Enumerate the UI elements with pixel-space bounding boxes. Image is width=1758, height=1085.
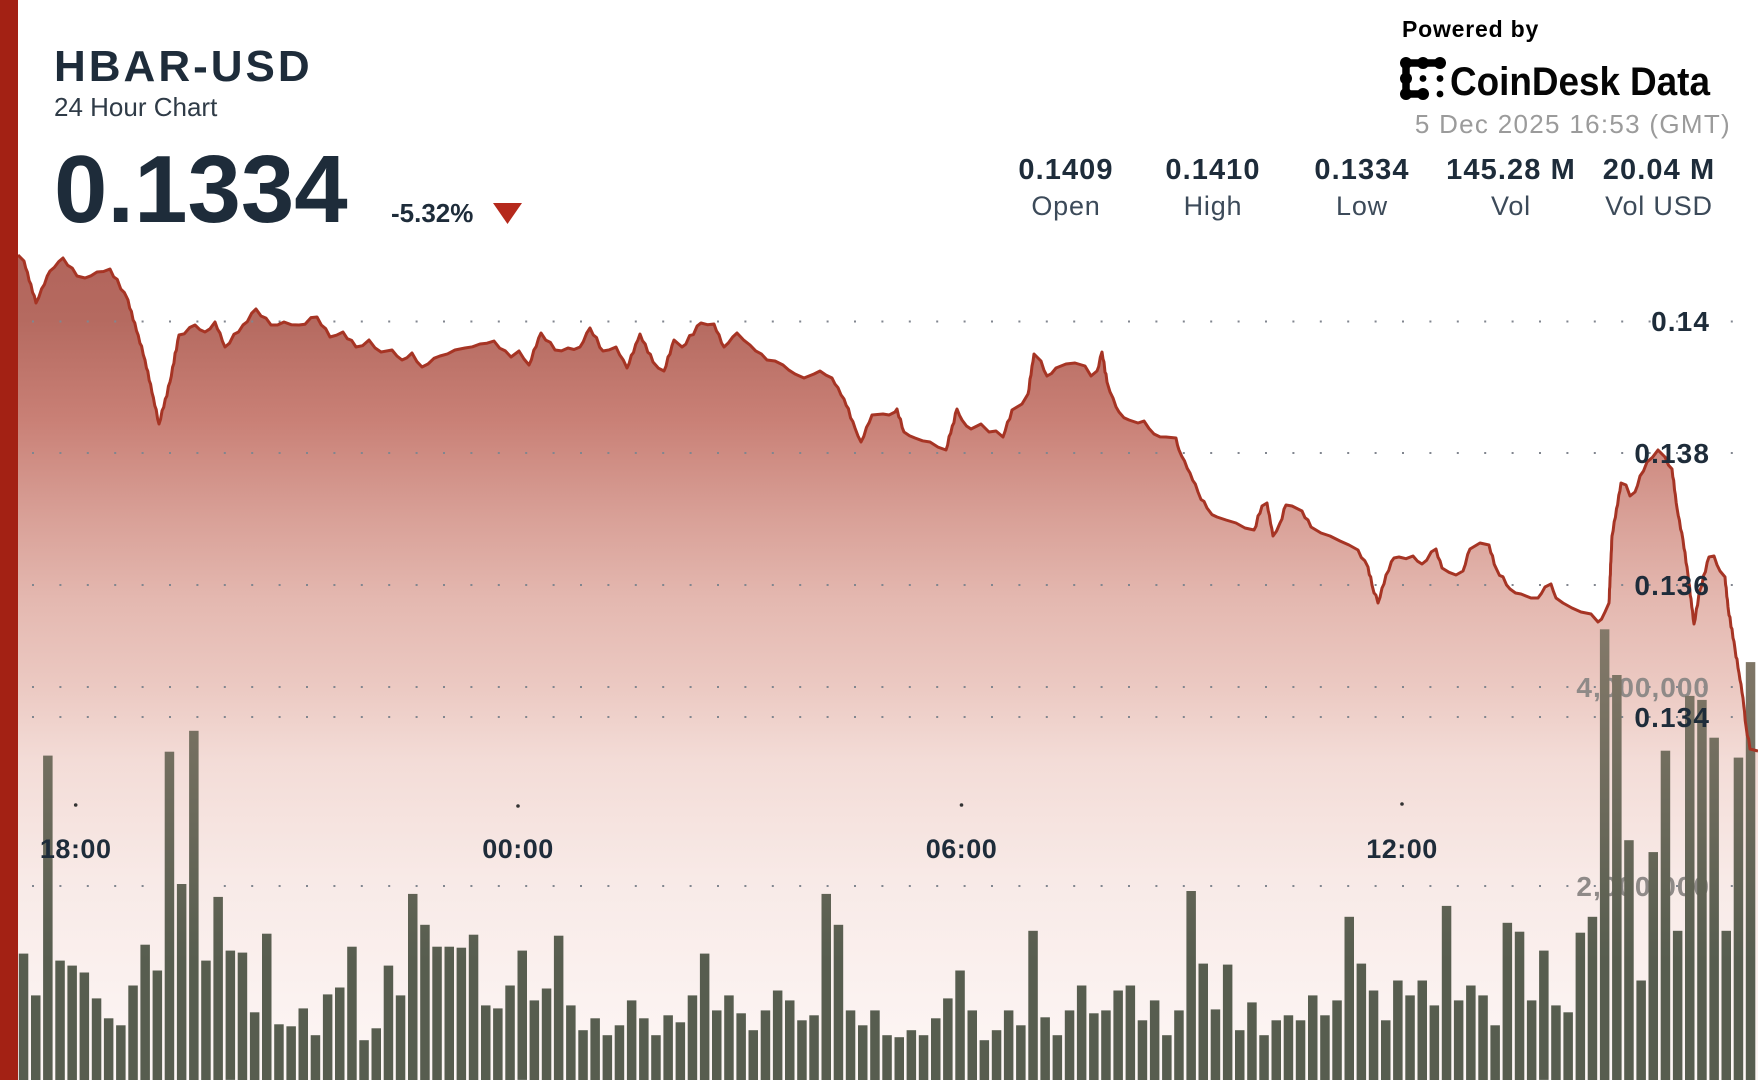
svg-text:0.134: 0.134 <box>1634 702 1710 733</box>
svg-text:145.28 M: 145.28 M <box>1446 154 1576 186</box>
svg-text:00:00: 00:00 <box>482 834 554 864</box>
svg-text:Low: Low <box>1336 191 1388 221</box>
svg-text:High: High <box>1184 191 1243 221</box>
svg-text:Data: Data <box>1630 60 1711 104</box>
svg-text:0.138: 0.138 <box>1634 438 1710 469</box>
svg-text:Vol: Vol <box>1491 191 1531 221</box>
svg-text:5 Dec 2025 16:53 (GMT): 5 Dec 2025 16:53 (GMT) <box>1415 109 1731 139</box>
svg-text:Vol USD: Vol USD <box>1605 191 1713 221</box>
svg-text:Open: Open <box>1031 191 1100 221</box>
svg-text:0.1334: 0.1334 <box>1314 154 1409 186</box>
svg-text:Powered by: Powered by <box>1402 16 1539 42</box>
svg-text:CoinDesk: CoinDesk <box>1450 60 1621 104</box>
svg-text:20.04 M: 20.04 M <box>1603 154 1716 186</box>
svg-text:0.1410: 0.1410 <box>1165 154 1260 186</box>
svg-text:18:00: 18:00 <box>40 834 112 864</box>
svg-text:0.1409: 0.1409 <box>1018 154 1113 186</box>
svg-text:06:00: 06:00 <box>926 834 998 864</box>
svg-text:12:00: 12:00 <box>1366 834 1438 864</box>
svg-text:24 Hour Chart: 24 Hour Chart <box>54 92 218 122</box>
svg-text:-5.32%: -5.32% <box>391 198 473 228</box>
svg-text:0.14: 0.14 <box>1651 306 1710 337</box>
svg-text:HBAR-USD: HBAR-USD <box>54 42 313 91</box>
svg-text:0.136: 0.136 <box>1634 570 1710 601</box>
svg-text:0.1334: 0.1334 <box>54 136 348 243</box>
